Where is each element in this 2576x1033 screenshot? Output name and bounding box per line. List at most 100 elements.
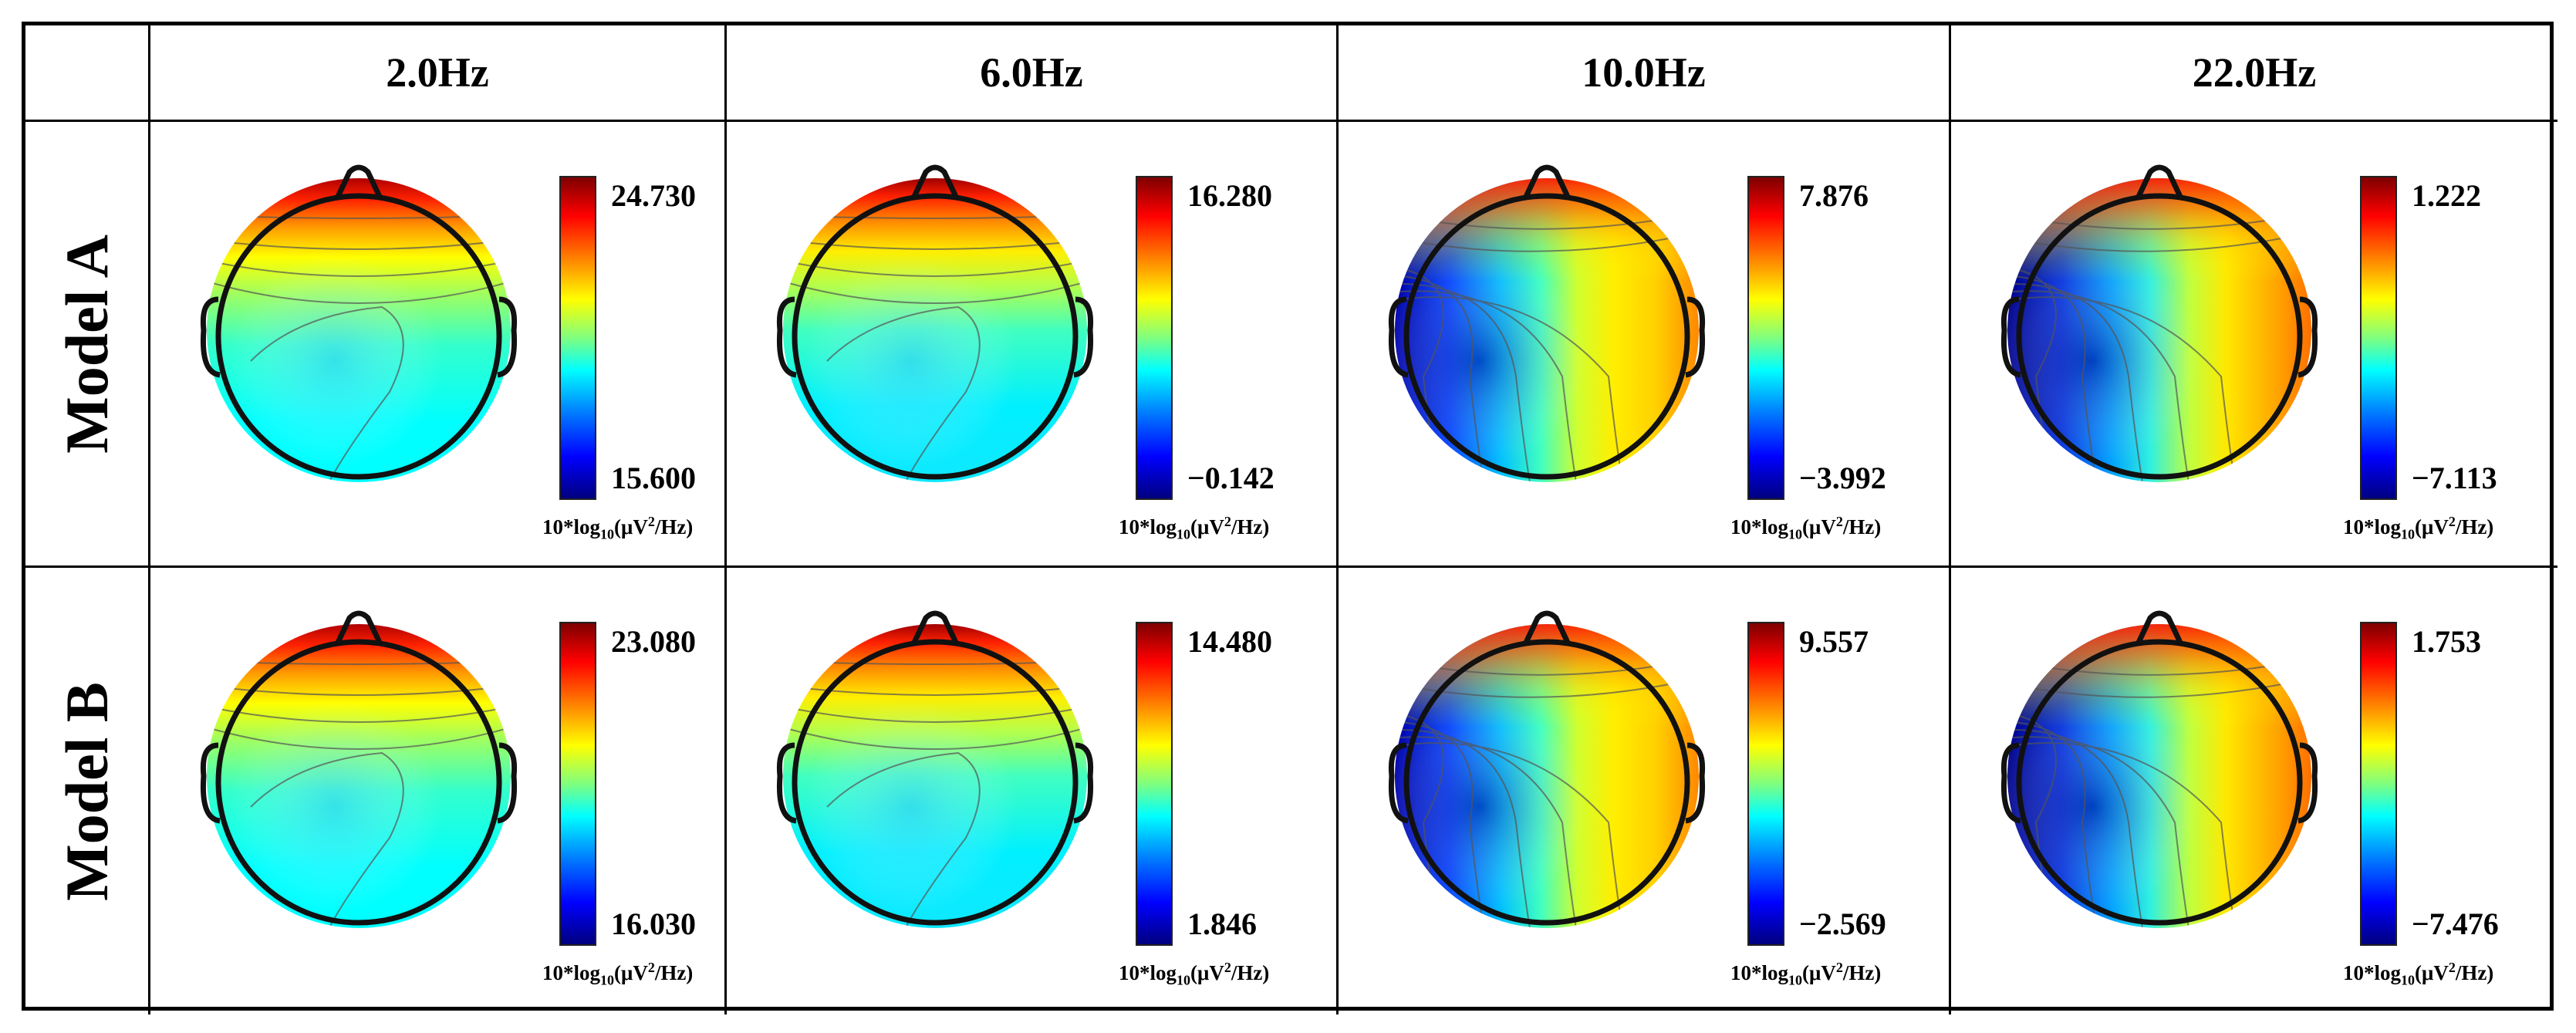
colorbar — [559, 622, 596, 946]
unit-power: 2 — [1224, 514, 1231, 529]
colorbar-unit-label: 10*log10(μV2/Hz) — [2343, 960, 2493, 988]
colorbar-max-label: 1.222 — [2412, 178, 2481, 213]
colorbar-max-label: 7.876 — [1799, 178, 1869, 213]
colorbar — [2360, 622, 2397, 946]
unit-open: (μV — [1802, 515, 1836, 538]
topomap-cell-model-b-2hz: 23.080 16.030 10*log10(μV2/Hz) — [150, 568, 727, 1014]
colorbar — [1747, 622, 1784, 946]
head-outline — [1388, 164, 1706, 480]
colorbar-max-label: 14.480 — [1187, 624, 1272, 659]
unit-log-base: 10 — [1177, 972, 1191, 988]
freq-header-6hz: 6.0Hz — [727, 25, 1339, 122]
colorbar-unit-label: 10*log10(μV2/Hz) — [2343, 514, 2493, 542]
row-label-model-b: Model B — [25, 568, 150, 1014]
scalp-map — [1388, 610, 1706, 928]
colorbar-min-label: −3.992 — [1799, 461, 1886, 495]
unit-power: 2 — [2448, 514, 2456, 529]
unit-open: (μV — [2415, 515, 2449, 538]
unit-prefix: 10*log — [1730, 515, 1789, 538]
unit-open: (μV — [1190, 961, 1224, 984]
scalp-map — [2000, 610, 2318, 928]
colorbar-min-label: 1.846 — [1187, 906, 1257, 941]
unit-prefix: 10*log — [542, 961, 601, 984]
unit-log-base: 10 — [600, 526, 615, 542]
topomap-cell-model-b-6hz: 14.480 1.846 10*log10(μV2/Hz) — [727, 568, 1339, 1014]
colorbar-min-label: −2.569 — [1799, 906, 1886, 941]
corner-cell — [25, 25, 150, 122]
unit-open: (μV — [2415, 961, 2449, 984]
colorbar-unit-label: 10*log10(μV2/Hz) — [542, 514, 693, 542]
unit-prefix: 10*log — [1119, 515, 1177, 538]
head-outline — [776, 610, 1094, 926]
unit-close: /Hz) — [1231, 515, 1270, 538]
freq-header-2hz: 2.0Hz — [150, 25, 727, 122]
unit-log-base: 10 — [1788, 972, 1803, 988]
topomap-cell-model-a-10hz: 7.876 −3.992 10*log10(μV2/Hz) — [1339, 122, 1951, 568]
unit-close: /Hz) — [1842, 515, 1882, 538]
colorbar-unit-label: 10*log10(μV2/Hz) — [1730, 514, 1881, 542]
colorbar-unit-label: 10*log10(μV2/Hz) — [1119, 514, 1269, 542]
unit-log-base: 10 — [1788, 526, 1803, 542]
unit-prefix: 10*log — [2343, 961, 2402, 984]
unit-open: (μV — [614, 961, 648, 984]
colorbar-max-label: 1.753 — [2412, 624, 2481, 659]
model-b-label: Model B — [52, 681, 120, 901]
colorbar — [1136, 176, 1173, 500]
unit-power: 2 — [1835, 960, 1843, 975]
colorbar — [1136, 622, 1173, 946]
unit-prefix: 10*log — [542, 515, 601, 538]
colorbar-min-label: 15.600 — [611, 461, 696, 495]
scalp-map — [200, 610, 518, 928]
colorbar-max-label: 9.557 — [1799, 624, 1869, 659]
row-label-model-a: Model A — [25, 122, 150, 568]
colorbar-max-label: 23.080 — [611, 624, 696, 659]
head-outline — [200, 610, 518, 926]
colorbar — [2360, 176, 2397, 500]
head-outline — [2000, 610, 2318, 926]
unit-close: /Hz) — [654, 515, 694, 538]
unit-open: (μV — [614, 515, 648, 538]
head-outline — [1388, 610, 1706, 926]
scalp-map — [200, 164, 518, 482]
model-a-label: Model A — [52, 234, 120, 454]
topomap-cell-model-b-10hz: 9.557 −2.569 10*log10(μV2/Hz) — [1339, 568, 1951, 1014]
unit-prefix: 10*log — [1119, 961, 1177, 984]
unit-close: /Hz) — [1231, 961, 1270, 984]
unit-close: /Hz) — [2455, 515, 2494, 538]
freq-header-10hz: 10.0Hz — [1339, 25, 1951, 122]
colorbar-min-label: −7.476 — [2412, 906, 2499, 941]
head-outline — [776, 164, 1094, 480]
topomap-cell-model-a-2hz: 24.730 15.600 10*log10(μV2/Hz) — [150, 122, 727, 568]
unit-power: 2 — [647, 514, 655, 529]
topomap-cell-model-b-22hz: 1.753 −7.476 10*log10(μV2/Hz) — [1951, 568, 2557, 1014]
colorbar — [1747, 176, 1784, 500]
unit-prefix: 10*log — [2343, 515, 2402, 538]
colorbar-unit-label: 10*log10(μV2/Hz) — [542, 960, 693, 988]
head-outline — [2000, 164, 2318, 480]
topomap-cell-model-a-6hz: 16.280 −0.142 10*log10(μV2/Hz) — [727, 122, 1339, 568]
topomap-cell-model-a-22hz: 1.222 −7.113 10*log10(μV2/Hz) — [1951, 122, 2557, 568]
colorbar-min-label: −7.113 — [2412, 461, 2497, 495]
unit-log-base: 10 — [2401, 972, 2416, 988]
unit-log-base: 10 — [600, 972, 615, 988]
scalp-map — [1388, 164, 1706, 482]
unit-prefix: 10*log — [1730, 961, 1789, 984]
colorbar-unit-label: 10*log10(μV2/Hz) — [1119, 960, 1269, 988]
colorbar-unit-label: 10*log10(μV2/Hz) — [1730, 960, 1881, 988]
scalp-map — [2000, 164, 2318, 482]
unit-power: 2 — [1835, 514, 1843, 529]
unit-power: 2 — [647, 960, 655, 975]
unit-power: 2 — [1224, 960, 1231, 975]
colorbar-min-label: −0.142 — [1187, 461, 1274, 495]
colorbar — [559, 176, 596, 500]
unit-open: (μV — [1802, 961, 1836, 984]
unit-power: 2 — [2448, 960, 2456, 975]
colorbar-min-label: 16.030 — [611, 906, 696, 941]
unit-close: /Hz) — [654, 961, 694, 984]
scalp-map — [776, 164, 1094, 482]
unit-open: (μV — [1190, 515, 1224, 538]
unit-close: /Hz) — [1842, 961, 1882, 984]
unit-log-base: 10 — [1177, 526, 1191, 542]
topomap-grid: 2.0Hz 6.0Hz 10.0Hz 22.0Hz Model A 24.730… — [22, 22, 2557, 1014]
colorbar-max-label: 24.730 — [611, 178, 696, 213]
